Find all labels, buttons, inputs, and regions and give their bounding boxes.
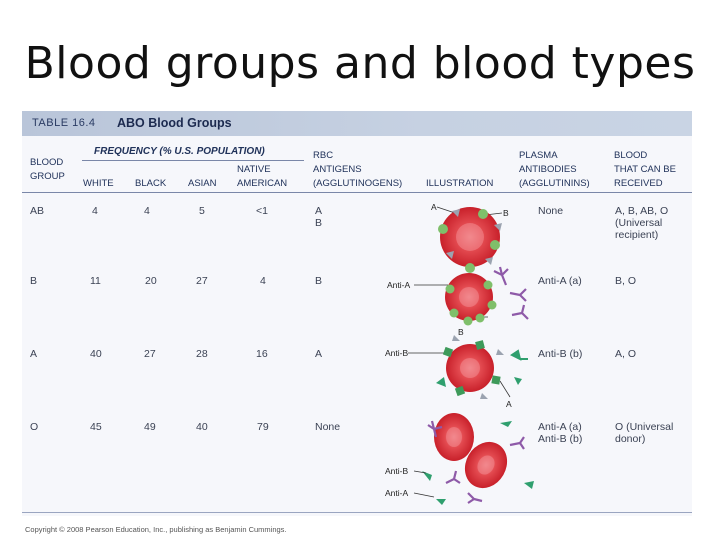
label-ab-b: B	[503, 208, 509, 218]
cell-received: B, O	[615, 275, 637, 287]
cell-antigens: A B	[315, 205, 323, 229]
col-plasma-antibodies: PLASMA ANTIBODIES (AGGLUTININS)	[519, 150, 590, 189]
cell-native: 16	[256, 348, 268, 360]
rbc-b-icon	[414, 266, 529, 326]
label-o-anti-a: Anti-A	[385, 488, 408, 498]
cell-white: 40	[90, 348, 102, 360]
col-blood-received: BLOOD THAT CAN BE RECEIVED	[614, 150, 676, 189]
rbc-a-icon	[408, 335, 528, 399]
table-bottom-divider	[22, 512, 692, 513]
cell-received: O (Universal donor)	[615, 421, 674, 445]
frequency-header: FREQUENCY (% U.S. POPULATION)	[94, 146, 265, 157]
cell-white: 4	[92, 205, 98, 217]
cell-black: 27	[144, 348, 156, 360]
cell-native: <1	[256, 205, 268, 217]
col-rbc-antigens: RBC ANTIGENS (AGGLUTINOGENS)	[313, 150, 403, 189]
col-asian: ASIAN	[188, 178, 217, 189]
label-a-a: A	[506, 399, 512, 409]
cell-antigens: A	[315, 348, 323, 360]
blood-cell-illustrations: A B Anti-A B	[385, 202, 534, 505]
cell-group: AB	[30, 205, 45, 217]
cell-white: 45	[90, 421, 102, 433]
cell-received: A, O	[615, 348, 637, 360]
col-illustration: ILLUSTRATION	[426, 178, 494, 189]
col-white: WHITE	[83, 178, 114, 189]
copyright-notice: Copyright © 2008 Pearson Education, Inc.…	[25, 525, 287, 534]
label-b-b: B	[458, 327, 464, 337]
cell-native: 79	[257, 421, 269, 433]
rbc-ab-icon	[436, 206, 503, 273]
rbc-o-icon	[422, 413, 534, 505]
cell-black: 20	[145, 275, 157, 287]
cell-black: 4	[144, 205, 150, 217]
label-ab-a: A	[431, 202, 437, 212]
cell-antibodies: Anti-A (a)	[538, 275, 582, 287]
table-name: ABO Blood Groups	[117, 116, 232, 130]
cell-asian: 40	[196, 421, 208, 433]
abo-blood-groups-table: TABLE 16.4 ABO Blood Groups FREQUENCY (%…	[22, 111, 692, 516]
cell-antibodies: Anti-A (a) Anti-B (b)	[538, 421, 583, 445]
slide-title: Blood groups and blood types	[24, 38, 696, 89]
cell-group: A	[30, 348, 38, 360]
cell-white: 11	[90, 275, 101, 287]
cell-native: 4	[260, 275, 266, 287]
cell-received: A, B, AB, O (Universal recipient)	[615, 205, 669, 241]
table-number: TABLE 16.4	[32, 117, 96, 129]
frequency-underline	[82, 160, 304, 161]
cell-asian: 5	[199, 205, 205, 217]
col-native-american: NATIVE AMERICAN	[237, 164, 288, 189]
table-header-bar: TABLE 16.4 ABO Blood Groups	[22, 111, 692, 136]
cell-antibodies: Anti-B (b)	[538, 348, 583, 360]
cell-black: 49	[144, 421, 156, 433]
cell-antigens: None	[315, 421, 341, 433]
cell-asian: 27	[196, 275, 208, 287]
cell-asian: 28	[196, 348, 208, 360]
cell-antibodies: None	[538, 205, 564, 217]
label-a-anti-b: Anti-B	[385, 348, 408, 358]
cell-group: O	[30, 421, 39, 433]
col-black: BLACK	[135, 178, 167, 189]
cell-antigens: B	[315, 275, 323, 287]
label-b-anti-a: Anti-A	[387, 280, 410, 290]
header-divider	[22, 192, 692, 193]
cell-group: B	[30, 275, 38, 287]
label-o-anti-b: Anti-B	[385, 466, 408, 476]
col-blood-group: BLOOD GROUP	[30, 157, 65, 182]
